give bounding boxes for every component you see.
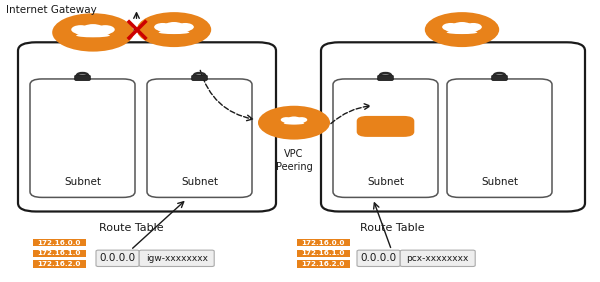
FancyBboxPatch shape — [96, 250, 139, 266]
Circle shape — [176, 23, 194, 31]
FancyBboxPatch shape — [400, 250, 475, 266]
Circle shape — [281, 117, 292, 122]
FancyBboxPatch shape — [33, 239, 86, 246]
Text: 0.0.0.0: 0.0.0.0 — [361, 253, 397, 263]
Ellipse shape — [76, 34, 110, 37]
FancyBboxPatch shape — [297, 260, 350, 268]
Text: Route Table: Route Table — [99, 222, 164, 233]
Circle shape — [52, 13, 134, 52]
Circle shape — [137, 12, 211, 47]
FancyBboxPatch shape — [18, 42, 276, 212]
Text: Internet Gateway: Internet Gateway — [6, 5, 97, 15]
FancyBboxPatch shape — [357, 116, 415, 137]
FancyBboxPatch shape — [321, 42, 585, 212]
Circle shape — [154, 23, 172, 31]
FancyBboxPatch shape — [192, 75, 208, 81]
Text: VPC: VPC — [163, 25, 185, 35]
Text: 172.16.0.0: 172.16.0.0 — [302, 239, 345, 246]
FancyBboxPatch shape — [297, 250, 350, 257]
FancyBboxPatch shape — [357, 250, 400, 266]
Circle shape — [258, 106, 330, 140]
Ellipse shape — [446, 31, 478, 34]
Text: igw-xxxxxxxx: igw-xxxxxxxx — [146, 254, 208, 263]
FancyBboxPatch shape — [139, 250, 214, 266]
Ellipse shape — [283, 118, 305, 124]
Text: VPC
Peering: VPC Peering — [275, 149, 313, 172]
Text: Subnet: Subnet — [367, 177, 404, 187]
FancyBboxPatch shape — [492, 75, 508, 81]
Circle shape — [442, 23, 460, 31]
Circle shape — [296, 117, 307, 122]
Text: 172.16.2.0: 172.16.2.0 — [302, 261, 345, 267]
Circle shape — [163, 22, 185, 32]
Circle shape — [425, 12, 499, 47]
FancyBboxPatch shape — [33, 260, 86, 268]
Text: Subnet: Subnet — [64, 177, 101, 187]
FancyBboxPatch shape — [297, 239, 350, 246]
Circle shape — [287, 116, 301, 123]
Circle shape — [96, 25, 115, 34]
FancyBboxPatch shape — [33, 250, 86, 257]
Ellipse shape — [446, 25, 478, 34]
Ellipse shape — [158, 25, 190, 34]
Text: Route Table: Route Table — [360, 222, 425, 233]
Circle shape — [71, 25, 90, 34]
FancyBboxPatch shape — [333, 79, 438, 197]
FancyBboxPatch shape — [75, 75, 91, 81]
Ellipse shape — [284, 122, 304, 125]
Ellipse shape — [75, 27, 111, 37]
Text: 172.16.0.0: 172.16.0.0 — [38, 239, 81, 246]
FancyBboxPatch shape — [378, 75, 394, 81]
FancyBboxPatch shape — [30, 79, 135, 197]
Text: 172.16.2.0: 172.16.2.0 — [38, 261, 81, 267]
Text: ✕: ✕ — [121, 17, 152, 51]
Text: VPC: VPC — [451, 25, 473, 35]
Circle shape — [464, 23, 482, 31]
Text: Subnet: Subnet — [481, 177, 518, 187]
Ellipse shape — [158, 31, 190, 34]
FancyBboxPatch shape — [447, 79, 552, 197]
FancyBboxPatch shape — [147, 79, 252, 197]
Text: pcx-xxxxxxxx: pcx-xxxxxxxx — [407, 254, 469, 263]
Circle shape — [451, 22, 473, 32]
Text: 0.0.0.0: 0.0.0.0 — [100, 253, 136, 263]
Text: 172.16.1.0: 172.16.1.0 — [38, 250, 81, 256]
Text: 172.16.1.0: 172.16.1.0 — [302, 250, 345, 256]
Circle shape — [82, 24, 104, 35]
Text: Subnet: Subnet — [181, 177, 218, 187]
